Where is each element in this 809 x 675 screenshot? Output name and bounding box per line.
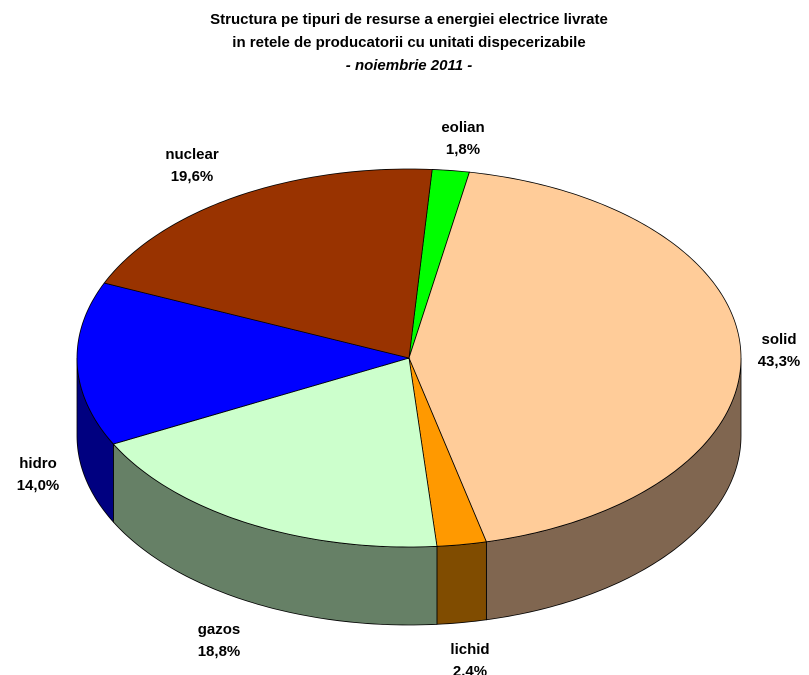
slice-value-label: 14,0% xyxy=(17,477,60,494)
slice-side xyxy=(436,541,487,625)
chart-subtitle: - noiembrie 2011 - xyxy=(346,57,472,74)
slice-value-label: 1,8% xyxy=(446,141,480,158)
slice-label: hidro xyxy=(19,455,57,472)
slice-label: solid xyxy=(761,331,796,348)
slice-label: eolian xyxy=(441,119,484,136)
slice xyxy=(112,357,438,548)
slice-value-label: 2.4% xyxy=(453,663,487,675)
slice-value-label: 19,6% xyxy=(171,168,214,185)
slice-label: nuclear xyxy=(165,146,219,163)
slice-value-label: 18,8% xyxy=(198,643,241,660)
slice xyxy=(76,282,411,445)
chart-title: Structura pe tipuri de resurse a energie… xyxy=(210,11,608,28)
chart-title: in retele de producatorii cu unitati dis… xyxy=(232,34,585,51)
slice xyxy=(408,357,487,547)
slice-label: gazos xyxy=(198,621,241,638)
slice xyxy=(103,168,433,359)
slice xyxy=(408,171,742,543)
slice-label: lichid xyxy=(450,641,489,658)
slice-value-label: 43,3% xyxy=(758,353,801,370)
